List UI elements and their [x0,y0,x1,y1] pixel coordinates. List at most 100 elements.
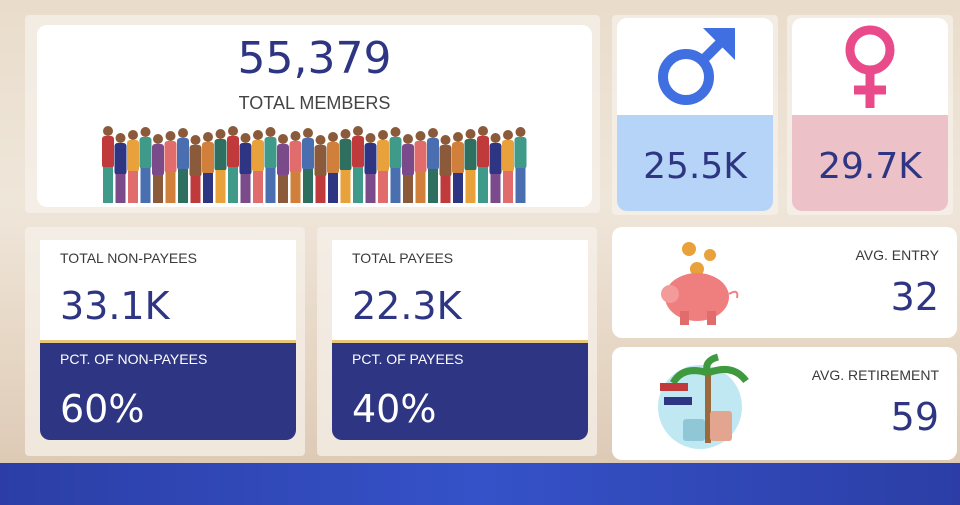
female-card: 29.7K [792,18,948,211]
people-illustration [102,126,527,203]
person-shape [153,175,163,203]
person-shape [203,173,213,203]
person-shape [240,174,251,203]
person-shape [428,128,438,138]
person-shape [228,167,238,203]
person-shape [202,142,214,174]
male-value: 25.5K [643,146,747,187]
person-shape [452,142,464,174]
person-shape [465,129,476,139]
person-shape [365,174,376,203]
person-shape [203,132,213,142]
person-shape [453,132,463,142]
person-shape [190,135,201,145]
person-shape [240,133,251,143]
male-value-bg [617,115,773,211]
person-shape [515,127,526,137]
payees-pct-label: PCT. OF PAYEES [352,351,464,367]
person-shape [478,167,488,203]
person-shape [314,145,327,177]
payees-value: 22.3K [352,284,462,328]
person-shape [490,174,501,203]
male-icon [658,28,735,105]
total-members-value: 55,379 [237,33,392,84]
person-shape [414,141,427,173]
person-shape [215,170,226,203]
person-shape [365,133,376,143]
person-shape [453,173,463,203]
person-shape [515,168,526,203]
person-shape [164,141,177,173]
person-shape [115,133,126,143]
payees-pct: 40% [352,387,437,431]
footer-band [0,463,960,505]
person-shape [328,173,338,203]
payees-card: TOTAL PAYEES 22.3K [332,240,588,340]
avg-entry-label: AVG. ENTRY [855,247,939,263]
person-shape [228,126,238,136]
avg-retirement-card: AVG. RETIREMENT 59 [612,347,957,460]
person-shape [465,170,476,203]
person-shape [427,138,439,170]
person-shape [165,131,176,141]
person-shape [327,142,339,174]
person-shape [403,175,413,203]
payees-pct-card: PCT. OF PAYEES 40% [332,343,588,440]
person-shape [102,136,114,168]
person-shape [503,130,513,140]
person-shape [389,137,402,169]
person-shape [239,143,252,175]
person-shape [364,143,377,175]
non-payees-pct-card: PCT. OF NON-PAYEES 60% [40,343,296,440]
total-members-label: TOTAL MEMBERS [238,93,391,113]
avg-retirement-value: 59 [890,395,939,439]
person-shape [340,129,351,139]
person-shape [440,135,451,145]
person-shape [302,138,314,170]
person-shape [503,171,513,203]
person-shape [189,145,202,177]
person-shape [390,127,401,137]
person-shape [265,127,276,137]
person-shape [490,133,501,143]
person-shape [353,126,363,136]
non-payees-pct: 60% [60,387,145,431]
person-shape [353,167,363,203]
person-shape [478,126,488,136]
person-shape [139,137,152,169]
female-icon [845,25,895,108]
person-shape [290,172,301,203]
person-shape [502,140,514,172]
person-shape [352,136,364,168]
person-shape [402,144,414,176]
person-shape [115,174,126,203]
female-value-bg [792,115,948,211]
person-shape [178,169,188,203]
avg-entry-value: 32 [890,275,939,319]
person-shape [252,140,264,172]
person-shape [340,170,351,203]
person-shape [415,172,426,203]
person-shape [178,128,188,138]
person-shape [315,176,326,203]
person-shape [278,175,288,203]
person-shape [303,169,313,203]
person-shape [165,172,176,203]
female-value: 29.7K [818,146,922,187]
non-payees-value: 33.1K [60,284,170,328]
person-shape [428,169,438,203]
person-shape [253,171,263,203]
person-shape [328,132,338,142]
non-payees-card: TOTAL NON-PAYEES 33.1K [40,240,296,340]
person-shape [103,167,113,203]
person-shape [514,137,527,169]
person-shape [489,143,502,175]
person-shape [415,131,426,141]
person-shape [477,136,489,168]
person-shape [390,168,401,203]
person-shape [215,129,226,139]
non-payees-label: TOTAL NON-PAYEES [60,250,197,266]
person-shape [378,171,388,203]
person-shape [140,168,151,203]
person-shape [440,176,451,203]
